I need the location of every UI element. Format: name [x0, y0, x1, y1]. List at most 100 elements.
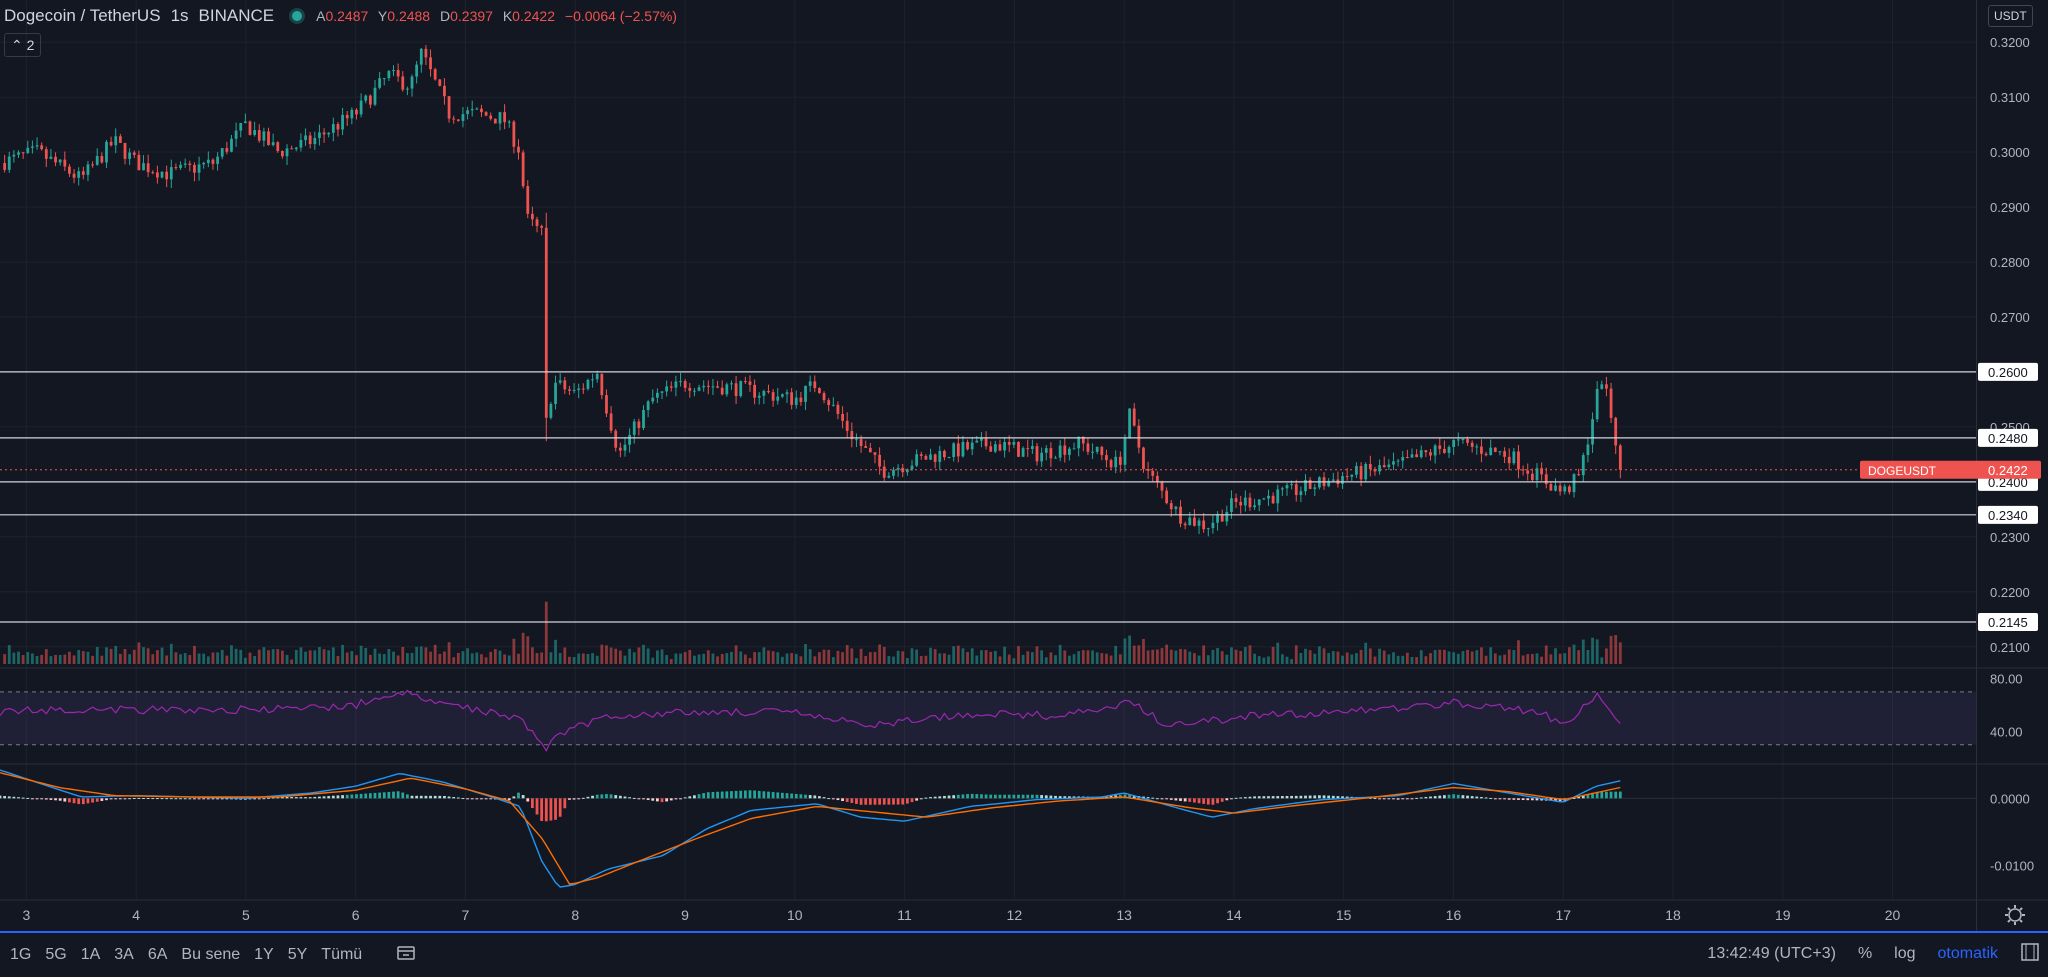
- candle-body: [1017, 442, 1020, 457]
- volume-bar: [1211, 649, 1215, 664]
- timeframe-all[interactable]: Tümü: [321, 946, 363, 963]
- macd-histogram-bar: [3, 796, 7, 799]
- candle-body: [1026, 448, 1030, 450]
- auto-scale-toggle[interactable]: otomatik: [1937, 945, 1998, 962]
- candle-body: [864, 446, 868, 448]
- volume-bar: [156, 650, 159, 664]
- chart-canvas[interactable]: 0.3200 0.3100 0.3000 0.2900 0.2800 0.2700 0.26…: [0, 0, 2048, 931]
- volume-bar: [993, 650, 997, 664]
- macd-histogram-bar: [447, 796, 451, 799]
- macd-histogram-bar: [836, 798, 840, 801]
- candle-body: [456, 119, 460, 121]
- macd-histogram-bar: [1415, 797, 1419, 799]
- volume-bar: [86, 651, 90, 664]
- candle-body: [493, 118, 497, 124]
- candle-body: [331, 124, 335, 133]
- volume-bar: [475, 652, 479, 664]
- volume-bar: [248, 652, 252, 664]
- candle-body: [1100, 446, 1104, 456]
- currency-badge[interactable]: USDT: [1988, 5, 2033, 27]
- macd-histogram-bar: [1521, 798, 1525, 801]
- macd-histogram-bar: [1179, 798, 1182, 801]
- volume-bar: [105, 647, 108, 664]
- candle-body: [1313, 487, 1317, 489]
- volume-bar: [1105, 653, 1108, 664]
- timeframe-ytd[interactable]: Bu sene: [181, 946, 241, 963]
- volume-bar: [1137, 645, 1141, 664]
- macd-histogram-bar: [748, 790, 752, 799]
- candle-body: [1267, 495, 1270, 499]
- macd-histogram-bar: [345, 794, 349, 799]
- volume-bar: [466, 648, 469, 664]
- volume-bar: [924, 655, 928, 664]
- macd-histogram-bar: [202, 798, 206, 800]
- macd-histogram-bar: [1049, 795, 1053, 799]
- volume-bar: [1081, 650, 1085, 664]
- volume-bar: [563, 647, 567, 664]
- high-label: Y: [377, 8, 388, 24]
- candle-body: [105, 141, 108, 163]
- candle-body: [359, 100, 363, 115]
- timeframe-1g[interactable]: 1G: [10, 946, 32, 963]
- clock-label[interactable]: 13:42:49 (UTC+3): [1707, 945, 1836, 962]
- candle-body: [1535, 468, 1539, 480]
- volume-bar: [151, 654, 155, 664]
- volume-bar: [609, 647, 613, 664]
- macd-histogram-bar: [1605, 791, 1608, 799]
- macd-histogram-bar: [1466, 795, 1469, 799]
- macd-histogram-bar: [1072, 796, 1076, 799]
- chart-settings-icon[interactable]: [2020, 942, 2040, 967]
- symbol-title[interactable]: Dogecoin / TetherUS: [4, 6, 161, 25]
- volume-bar: [1202, 645, 1206, 664]
- candle-body: [1206, 528, 1210, 530]
- macd-histogram-bar: [7, 796, 11, 799]
- volume-bar: [1128, 635, 1131, 664]
- volume-bar: [1507, 649, 1511, 664]
- candle-body: [160, 171, 164, 178]
- log-toggle[interactable]: log: [1894, 945, 1916, 962]
- timeframe-1y[interactable]: 1Y: [254, 946, 274, 963]
- price-tick-label: 0.3000: [1990, 145, 2030, 160]
- macd-histogram-bar: [591, 795, 594, 799]
- candle-body: [387, 71, 391, 79]
- volume-bar: [1206, 655, 1210, 664]
- candle-body: [933, 454, 937, 462]
- macd-histogram-bar: [1202, 798, 1206, 804]
- volume-bar: [568, 656, 571, 664]
- macd-histogram-bar: [239, 798, 243, 800]
- timeframe-6a[interactable]: 6A: [147, 946, 168, 963]
- macd-histogram-bar: [132, 798, 136, 800]
- candle-body: [1387, 464, 1391, 468]
- volume-bar: [868, 652, 872, 664]
- candle-body: [1364, 463, 1368, 480]
- date-range-icon[interactable]: [396, 945, 416, 966]
- macd-histogram-bar: [350, 794, 354, 799]
- macd-histogram-bar: [95, 798, 99, 802]
- macd-histogram-bar: [86, 798, 90, 804]
- macd-histogram-bar: [544, 798, 548, 822]
- macd-histogram-bar: [1618, 791, 1622, 799]
- timeframe-5y[interactable]: 5Y: [287, 946, 308, 963]
- macd-histogram-bar: [1304, 795, 1307, 799]
- candle-body: [706, 385, 710, 387]
- volume-bar: [1341, 655, 1344, 664]
- candle-body: [970, 442, 974, 450]
- candle-body: [919, 454, 923, 456]
- candle-body: [81, 171, 85, 175]
- macd-histogram-bar: [683, 797, 687, 799]
- time-tick-label: 12: [1007, 907, 1023, 923]
- timeframe-5g[interactable]: 5G: [45, 946, 67, 963]
- candle-body: [248, 121, 252, 135]
- indicators-collapse-button[interactable]: ⌃ 2: [4, 33, 42, 57]
- percent-toggle[interactable]: %: [1857, 945, 1873, 962]
- candle-body: [1392, 461, 1395, 465]
- macd-histogram-bar: [341, 795, 344, 799]
- macd-histogram-bar: [304, 797, 307, 799]
- volume-bar: [702, 653, 706, 664]
- volume-bar: [1035, 646, 1039, 664]
- interval-label[interactable]: 1s: [170, 6, 189, 25]
- chevron-up-icon: ⌃: [11, 37, 23, 53]
- timeframe-1a[interactable]: 1A: [80, 946, 101, 963]
- timeframe-3a[interactable]: 3A: [114, 946, 134, 963]
- macd-histogram-bar: [1155, 798, 1159, 800]
